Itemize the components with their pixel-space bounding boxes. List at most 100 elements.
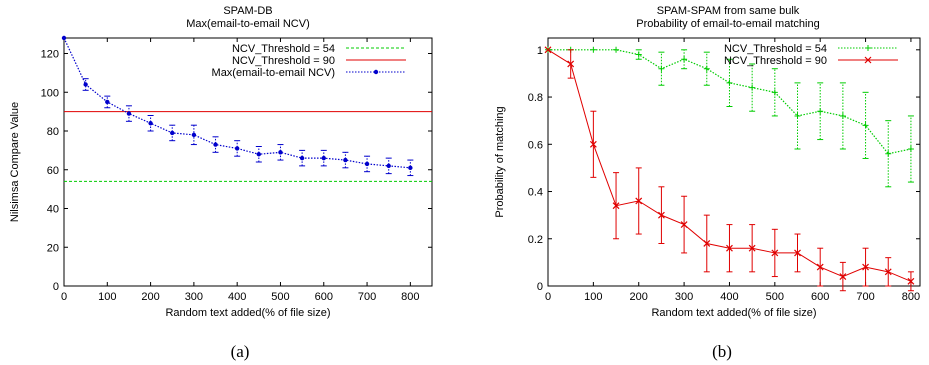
error-bar [749, 63, 756, 112]
error-bar [212, 136, 219, 153]
y-axis-label: Nilsimsa Compare Value [9, 102, 21, 222]
panel-caption: (a) [231, 342, 250, 361]
data-point [862, 263, 869, 271]
legend-label: NCV_Threshold = 90 [724, 55, 827, 67]
data-point [703, 65, 710, 72]
chart-subtitle: Max(email-to-email NCV) [186, 18, 309, 30]
data-point [726, 79, 733, 86]
data-point [213, 142, 218, 147]
data-point [749, 84, 756, 91]
x-tick-label: 400 [228, 291, 246, 303]
error-bar [703, 51, 710, 86]
error-bar [255, 146, 262, 163]
data-point [343, 157, 348, 163]
y-tick-label: 0 [53, 281, 59, 293]
plot-frame [63, 37, 433, 287]
chart-subtitle: Probability of email-to-email matching [636, 18, 819, 30]
x-tick-label: 500 [766, 291, 784, 303]
data-point [907, 277, 915, 285]
legend-entry: Max(email-to-email NCV) [212, 67, 406, 79]
legend-label: NCV_Threshold = 54 [232, 43, 335, 55]
x-tick-label: 500 [271, 291, 289, 303]
x-tick-label: 800 [902, 291, 920, 303]
x-tick-label: 100 [98, 291, 116, 303]
error-bar [342, 151, 349, 169]
x-tick-label: 600 [811, 291, 829, 303]
legend-entry: NCV_Threshold = 90 [724, 55, 898, 67]
data-point [680, 221, 688, 229]
data-point [816, 263, 824, 271]
legend-marker [865, 45, 871, 51]
legend-label: NCV_Threshold = 90 [232, 55, 335, 67]
x-tick-label: 100 [584, 291, 602, 303]
y-axis-label: Probability of matching [494, 106, 506, 217]
data-point [321, 155, 326, 161]
data-point [256, 152, 262, 157]
x-axis-label: Random text added(% of file size) [651, 307, 816, 319]
x-axis-label: Random text added(% of file size) [165, 307, 330, 319]
x-tick-label: 300 [675, 291, 693, 303]
x-tick-label: 800 [401, 291, 419, 303]
y-tick-label: 120 [41, 49, 59, 61]
error-bar [277, 144, 284, 161]
y-tick-label: 0.2 [528, 234, 543, 246]
series-2 [544, 46, 915, 292]
error-bar [299, 149, 306, 167]
series-1 [545, 46, 914, 188]
data-point [839, 112, 846, 119]
data-point [794, 249, 801, 257]
y-tick-label: 40 [47, 204, 59, 216]
error-bar [364, 155, 371, 173]
data-point [613, 46, 620, 53]
data-point [657, 211, 665, 219]
data-point [839, 273, 847, 280]
panel-caption: (b) [712, 342, 732, 361]
error-bar [385, 157, 392, 175]
error-bar [726, 58, 733, 107]
y-tick-label: 0 [537, 281, 543, 293]
data-point [884, 268, 892, 276]
error-bar [147, 115, 154, 132]
data-point [567, 60, 575, 68]
x-tick-label: 600 [315, 291, 333, 303]
data-point [794, 112, 801, 119]
x-tick-label: 0 [545, 291, 551, 303]
data-point [681, 56, 688, 63]
legend-label: NCV_Threshold = 54 [724, 43, 827, 55]
data-point [907, 146, 914, 153]
error-bar [169, 124, 176, 142]
data-point [386, 163, 391, 169]
y-tick-label: 80 [47, 126, 59, 138]
error-bar [635, 49, 642, 60]
series-3 [61, 35, 414, 177]
error-bar [407, 159, 414, 177]
data-point [726, 244, 733, 252]
data-point [635, 51, 642, 58]
data-point [61, 35, 67, 41]
x-tick-label: 300 [185, 291, 203, 303]
data-point [771, 249, 779, 257]
x-tick-label: 200 [141, 291, 159, 303]
error-bar [234, 140, 241, 157]
data-point [590, 46, 597, 53]
x-tick-label: 700 [358, 291, 376, 303]
y-tick-label: 0.8 [528, 92, 543, 104]
data-point [885, 150, 892, 157]
data-point [862, 122, 869, 129]
legend-entry: NCV_Threshold = 54 [724, 43, 898, 55]
data-point [658, 65, 665, 72]
legend-marker [373, 69, 379, 75]
x-tick-label: 400 [720, 291, 738, 303]
data-point [817, 108, 824, 115]
data-point [544, 46, 552, 54]
chart-title: SPAM-SPAM from same bulk [657, 5, 800, 17]
data-point [635, 197, 643, 205]
x-tick-label: 200 [630, 291, 648, 303]
data-point [612, 202, 620, 210]
plot-frame [547, 37, 921, 287]
legend-marker [864, 56, 872, 64]
data-point [170, 130, 175, 136]
data-point [408, 165, 413, 171]
legend-entry: NCV_Threshold = 90 [232, 55, 406, 67]
